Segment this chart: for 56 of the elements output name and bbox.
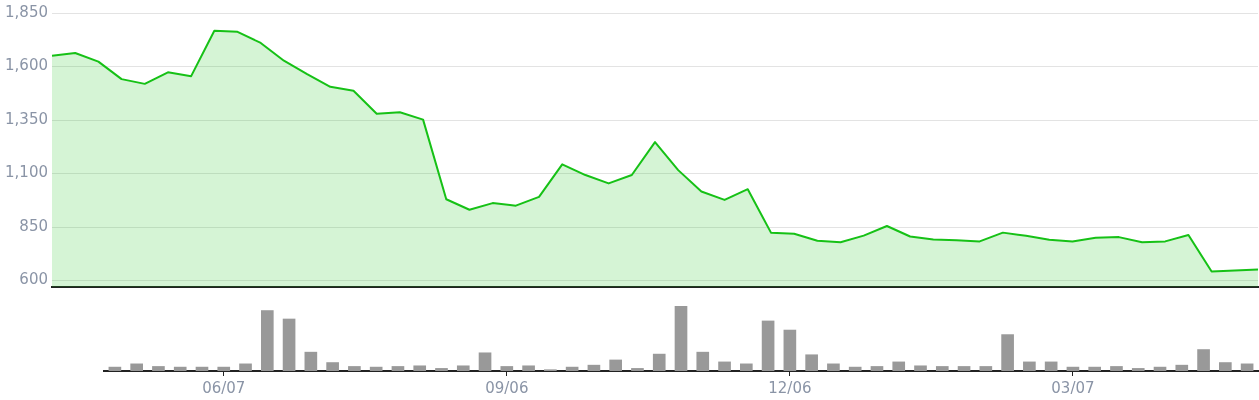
bar xyxy=(1110,366,1123,371)
bar xyxy=(1023,361,1036,371)
bar xyxy=(805,354,818,371)
bar xyxy=(326,362,339,371)
bar xyxy=(1131,368,1145,371)
bar xyxy=(413,365,427,371)
bar xyxy=(609,359,623,371)
bar xyxy=(522,365,535,371)
y-tick-label: 600 xyxy=(19,270,48,289)
bar xyxy=(1197,349,1210,371)
bar xyxy=(217,366,231,371)
bar xyxy=(674,306,688,371)
bar xyxy=(979,366,993,371)
bar xyxy=(348,366,361,371)
y-tick-label: 1,350 xyxy=(5,109,48,128)
y-tick-label: 1,100 xyxy=(5,163,48,182)
bar xyxy=(260,310,274,371)
bar xyxy=(892,361,906,371)
bar xyxy=(1088,366,1102,371)
bar xyxy=(152,366,165,371)
bar xyxy=(391,366,405,371)
bar xyxy=(935,366,949,371)
bar xyxy=(1044,361,1058,371)
x-tick-label: 06/07 xyxy=(202,378,246,397)
bar xyxy=(500,366,514,371)
bar xyxy=(957,366,971,371)
bar xyxy=(652,353,666,371)
bar xyxy=(631,368,644,371)
bar xyxy=(783,329,797,371)
bar xyxy=(848,366,862,371)
y-tick-label: 1,600 xyxy=(5,56,48,75)
bar xyxy=(696,351,710,371)
bar xyxy=(1175,364,1189,371)
y-tick-label: 1,850 xyxy=(5,2,48,21)
bar xyxy=(914,365,927,371)
bar xyxy=(827,363,840,371)
y-tick-label: 850 xyxy=(19,216,48,235)
bar xyxy=(1001,334,1014,371)
x-tick-label: 03/07 xyxy=(1051,378,1095,397)
bar xyxy=(173,366,187,371)
x-tick-label: 12/06 xyxy=(768,378,812,397)
bar xyxy=(478,352,492,371)
bar xyxy=(1219,362,1232,371)
bar xyxy=(239,363,252,371)
bar xyxy=(435,368,448,371)
bar xyxy=(870,366,884,371)
bar xyxy=(587,364,601,371)
bar xyxy=(739,363,753,371)
bar xyxy=(369,366,383,371)
bar xyxy=(304,351,318,371)
bar xyxy=(282,318,296,371)
bar xyxy=(718,361,731,371)
x-tick-label: 09/06 xyxy=(485,378,529,397)
bar xyxy=(456,365,470,371)
bar xyxy=(130,363,143,371)
bar xyxy=(761,320,775,371)
